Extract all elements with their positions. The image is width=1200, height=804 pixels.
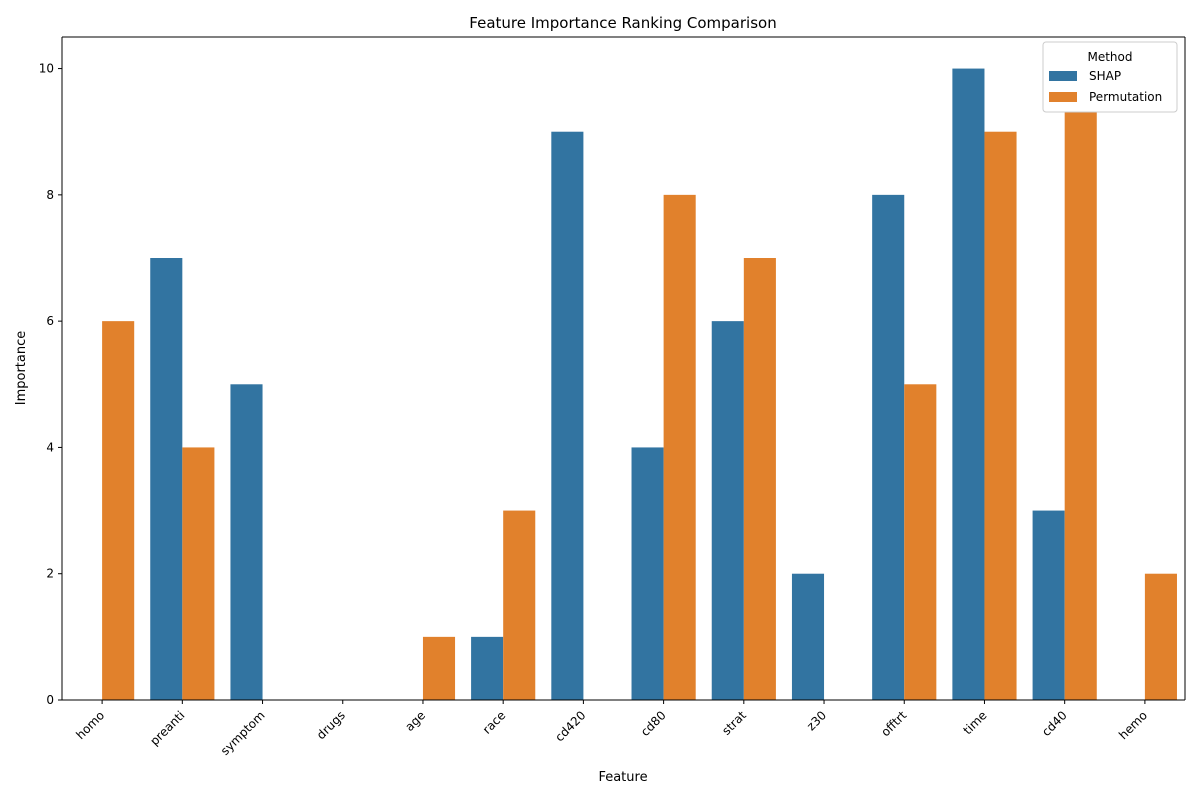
x-tick-label-offtrt: offtrt xyxy=(878,708,909,739)
x-tick-label-strat: strat xyxy=(719,708,749,738)
legend-label-permutation: Permutation xyxy=(1089,90,1162,104)
legend: Method SHAP Permutation xyxy=(1042,41,1178,113)
x-tick-label-cd40: cd40 xyxy=(1039,708,1070,739)
y-tick-label-4: 4 xyxy=(46,440,54,454)
legend-swatch-shap xyxy=(1049,71,1077,81)
x-tick-label-symptom: symptom xyxy=(218,708,268,758)
bar-shap-preanti xyxy=(150,258,183,700)
x-tick-label-cd80: cd80 xyxy=(638,708,669,739)
bar-permutation-preanti xyxy=(182,447,215,700)
x-tick-label-preanti: preanti xyxy=(147,708,187,748)
x-tick-label-hemo: hemo xyxy=(1116,708,1150,742)
bar-permutation-strat xyxy=(743,258,776,700)
x-axis-label: Feature xyxy=(598,770,647,785)
bar-shap-race xyxy=(471,636,504,700)
bar-shap-cd420 xyxy=(551,131,584,700)
bar-shap-cd80 xyxy=(631,447,664,700)
bar-shap-z30 xyxy=(791,573,825,700)
chart-title: Feature Importance Ranking Comparison xyxy=(469,14,776,32)
x-tick-label-homo: homo xyxy=(73,708,107,742)
x-tick-label-drugs: drugs xyxy=(314,708,348,742)
legend-label-shap: SHAP xyxy=(1089,69,1121,83)
legend-title: Method xyxy=(1087,50,1132,64)
y-tick-label-10: 10 xyxy=(39,62,54,76)
bar-shap-strat xyxy=(711,321,744,700)
bar-permutation-cd40 xyxy=(1064,68,1097,700)
y-tick-label-8: 8 xyxy=(46,188,54,202)
bar-permutation-race xyxy=(503,510,536,700)
legend-swatch-permutation xyxy=(1049,92,1077,102)
x-tick-label-age: age xyxy=(402,708,428,734)
bar-shap-time xyxy=(952,68,985,700)
x-tick-label-cd420: cd420 xyxy=(552,708,588,744)
y-axis-label: Importance xyxy=(14,331,29,406)
bar-permutation-time xyxy=(984,131,1017,700)
bar-shap-symptom xyxy=(230,384,263,700)
plot-area: 0 2 4 6 8 10 homo preanti symptom drugs age race cd4… xyxy=(39,36,1186,758)
y-tick-label-2: 2 xyxy=(46,567,54,581)
x-tick-label-race: race xyxy=(480,708,508,736)
bar-permutation-age xyxy=(422,636,456,700)
y-tick-label-6: 6 xyxy=(46,314,54,328)
bar-permutation-offtrt xyxy=(904,384,937,700)
bar-permutation-cd80 xyxy=(663,194,696,701)
bar-permutation-homo xyxy=(102,321,135,700)
bar-shap-cd40 xyxy=(1032,510,1065,700)
x-tick-label-time: time xyxy=(961,708,990,737)
bar-shap-offtrt xyxy=(872,194,905,701)
bar-permutation-hemo xyxy=(1144,573,1177,700)
y-tick-label-0: 0 xyxy=(46,693,54,707)
x-tick-label-z30: z30 xyxy=(804,708,829,733)
